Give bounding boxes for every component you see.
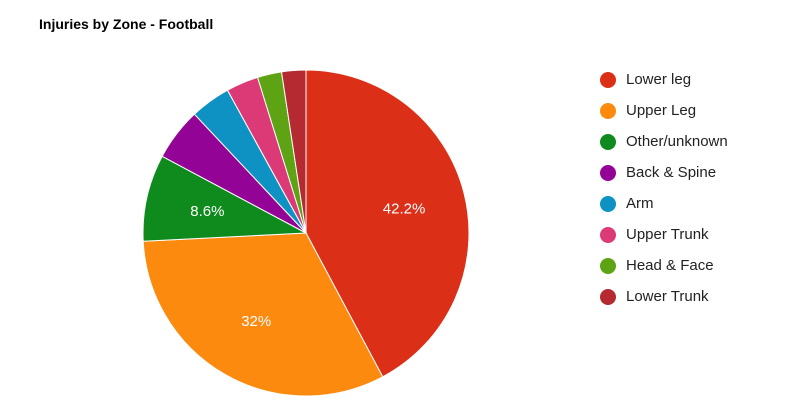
legend-label: Upper Leg	[626, 102, 697, 119]
legend-item-head-face[interactable]: Head & Face	[600, 250, 790, 281]
pie-slice-label-other-unknown: 8.6%	[190, 203, 224, 220]
legend-swatch	[600, 133, 616, 150]
pie-slice-lower-trunk[interactable]	[280, 69, 307, 234]
legend-swatch	[600, 164, 616, 181]
legend-swatch	[600, 102, 616, 119]
legend-item-upper-leg[interactable]: Upper Leg	[600, 95, 790, 126]
legend-label: Other/unknown	[626, 133, 728, 150]
legend-label: Lower leg	[626, 71, 692, 88]
legend-swatch	[600, 195, 616, 212]
pie-slice-labels: 42.2% 32% 8.6%	[190, 200, 425, 329]
legend-label: Upper Trunk	[626, 226, 709, 243]
legend-swatch	[600, 71, 616, 88]
legend-item-arm[interactable]: Arm	[600, 188, 790, 219]
legend-label: Back & Spine	[626, 164, 717, 181]
chart-legend: Lower leg Upper Leg Other/unknown Back & Sp…	[600, 64, 790, 312]
pie-slice-label-upper-leg: 32%	[241, 313, 271, 330]
pie-slice-upper-leg[interactable]	[142, 232, 384, 397]
legend-swatch	[600, 257, 616, 274]
legend-label: Head & Face	[626, 257, 714, 274]
legend-label: Arm	[626, 195, 654, 212]
legend-label: Lower Trunk	[626, 288, 709, 305]
legend-swatch	[600, 288, 616, 305]
legend-item-lower-trunk[interactable]: Lower Trunk	[600, 281, 790, 312]
chart-title: Injuries by Zone - Football	[39, 16, 214, 32]
legend-item-other-unknown[interactable]: Other/unknown	[600, 126, 790, 157]
legend-item-back-spine[interactable]: Back & Spine	[600, 157, 790, 188]
legend-item-upper-trunk[interactable]: Upper Trunk	[600, 219, 790, 250]
pie-slice-label-lower-leg: 42.2%	[383, 200, 426, 217]
legend-swatch	[600, 226, 616, 243]
legend-item-lower-leg[interactable]: Lower leg	[600, 64, 790, 95]
pie-slice-lower-leg[interactable]	[305, 69, 470, 378]
pie-slice-other-unknown[interactable]	[142, 155, 308, 242]
pie-slices	[142, 69, 470, 397]
